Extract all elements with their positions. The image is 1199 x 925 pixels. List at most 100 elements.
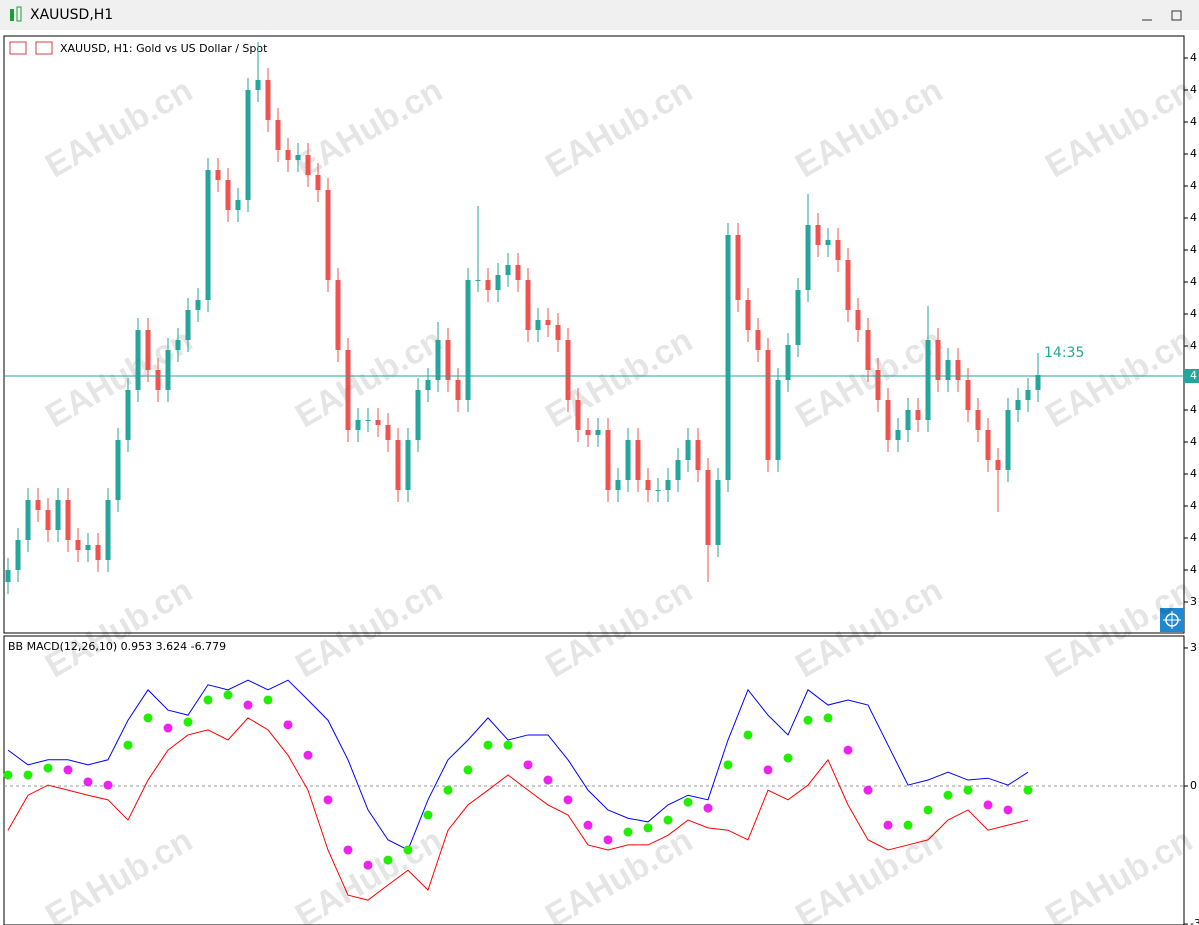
candle-body: [685, 440, 691, 460]
watermark: EAHub.cn: [789, 821, 949, 925]
watermark: EAHub.cn: [539, 821, 699, 925]
macd-dot: [783, 753, 793, 763]
candle-body: [875, 370, 881, 400]
candle-body: [975, 410, 981, 430]
candle-body: [425, 380, 431, 390]
candle-body: [165, 350, 171, 390]
macd-dot: [123, 740, 133, 750]
y-tick-label: 4: [1190, 211, 1197, 224]
candle-body: [405, 440, 411, 490]
macd-dot: [463, 765, 473, 775]
candle-body: [645, 480, 651, 490]
y-tick-label: 4: [1190, 179, 1197, 192]
macd-dot: [683, 797, 693, 807]
chart-icons: [9, 41, 53, 55]
macd-dot: [3, 770, 13, 780]
candle-body: [135, 330, 141, 390]
macd-dot: [763, 765, 773, 775]
macd-dot: [603, 835, 613, 845]
y-tick-label: 4: [1190, 435, 1197, 448]
candle-body: [1025, 390, 1031, 400]
candle-body: [255, 80, 261, 90]
candle-body: [895, 430, 901, 440]
candle-body: [815, 225, 821, 245]
macd-dot: [343, 845, 353, 855]
candle-body: [225, 180, 231, 210]
macd-dot: [183, 717, 193, 727]
candle-body: [525, 280, 531, 330]
band-line: [7, 679, 1029, 851]
window-icon: [10, 6, 22, 22]
candle-body: [205, 170, 211, 300]
candle-body: [435, 340, 441, 380]
candle-body: [455, 380, 461, 400]
candle-body: [715, 480, 721, 545]
candle-body: [355, 420, 361, 430]
window-title: XAUUSD,H1: [30, 7, 113, 23]
locate-button[interactable]: [1160, 608, 1184, 632]
macd-dot: [643, 823, 653, 833]
candle-body: [195, 300, 201, 310]
macd-dot: [903, 820, 913, 830]
macd-dot: [1023, 785, 1033, 795]
macd-dot: [363, 860, 373, 870]
macd-dot: [963, 785, 973, 795]
current-price-label: 4: [1190, 369, 1197, 382]
candle-body: [485, 280, 491, 290]
y-tick-label: 4: [1190, 243, 1197, 256]
macd-dot: [543, 775, 553, 785]
macd-dot: [283, 720, 293, 730]
candle-body: [885, 400, 891, 440]
indicator-pane: [3, 635, 1185, 925]
band-line: [7, 717, 1029, 901]
macd-dot: [103, 780, 113, 790]
candle-body: [315, 175, 321, 190]
candle-body: [465, 280, 471, 400]
macd-dot: [1003, 805, 1013, 815]
candle-body: [335, 280, 341, 350]
candle-body: [35, 500, 41, 510]
macd-dot: [383, 855, 393, 865]
candle-body: [445, 340, 451, 380]
candle-body: [1015, 400, 1021, 410]
macd-dot: [243, 700, 253, 710]
macd-dot: [843, 745, 853, 755]
candle-body: [505, 265, 511, 275]
y-tick-label: 4: [1190, 339, 1197, 352]
macd-dot: [623, 827, 633, 837]
candle-body: [865, 330, 871, 370]
candle-body: [75, 540, 81, 550]
candle-body: [395, 440, 401, 490]
candle-body: [655, 490, 661, 491]
candle-body: [935, 340, 941, 380]
candle-body: [535, 320, 541, 330]
candle-body: [905, 410, 911, 430]
macd-dot: [23, 770, 33, 780]
candle-body: [615, 480, 621, 490]
candle-body: [25, 500, 31, 540]
macd-dot: [303, 750, 313, 760]
candle-body: [965, 380, 971, 410]
watermark: EAHub.cn: [1039, 321, 1199, 435]
y-tick-label: 3: [1190, 641, 1197, 654]
y-tick-label: -3: [1190, 917, 1199, 925]
candle-body: [845, 260, 851, 310]
candle-body: [795, 290, 801, 345]
maximize-button[interactable]: [1171, 10, 1182, 21]
candle-body: [945, 360, 951, 380]
macd-dot: [923, 805, 933, 815]
candle-body: [1035, 375, 1041, 390]
candle-body: [385, 425, 391, 440]
candle-body: [565, 340, 571, 400]
candle-body: [325, 190, 331, 280]
candle-body: [625, 440, 631, 480]
watermark: EAHub.cn: [39, 821, 199, 925]
y-tick-label: 4: [1190, 563, 1197, 576]
candle-body: [375, 420, 381, 425]
candle-body: [585, 430, 591, 435]
title-bar: [0, 0, 1199, 30]
candle-body: [295, 155, 301, 160]
candle-body: [695, 440, 701, 470]
watermark: EAHub.cn: [789, 571, 949, 685]
